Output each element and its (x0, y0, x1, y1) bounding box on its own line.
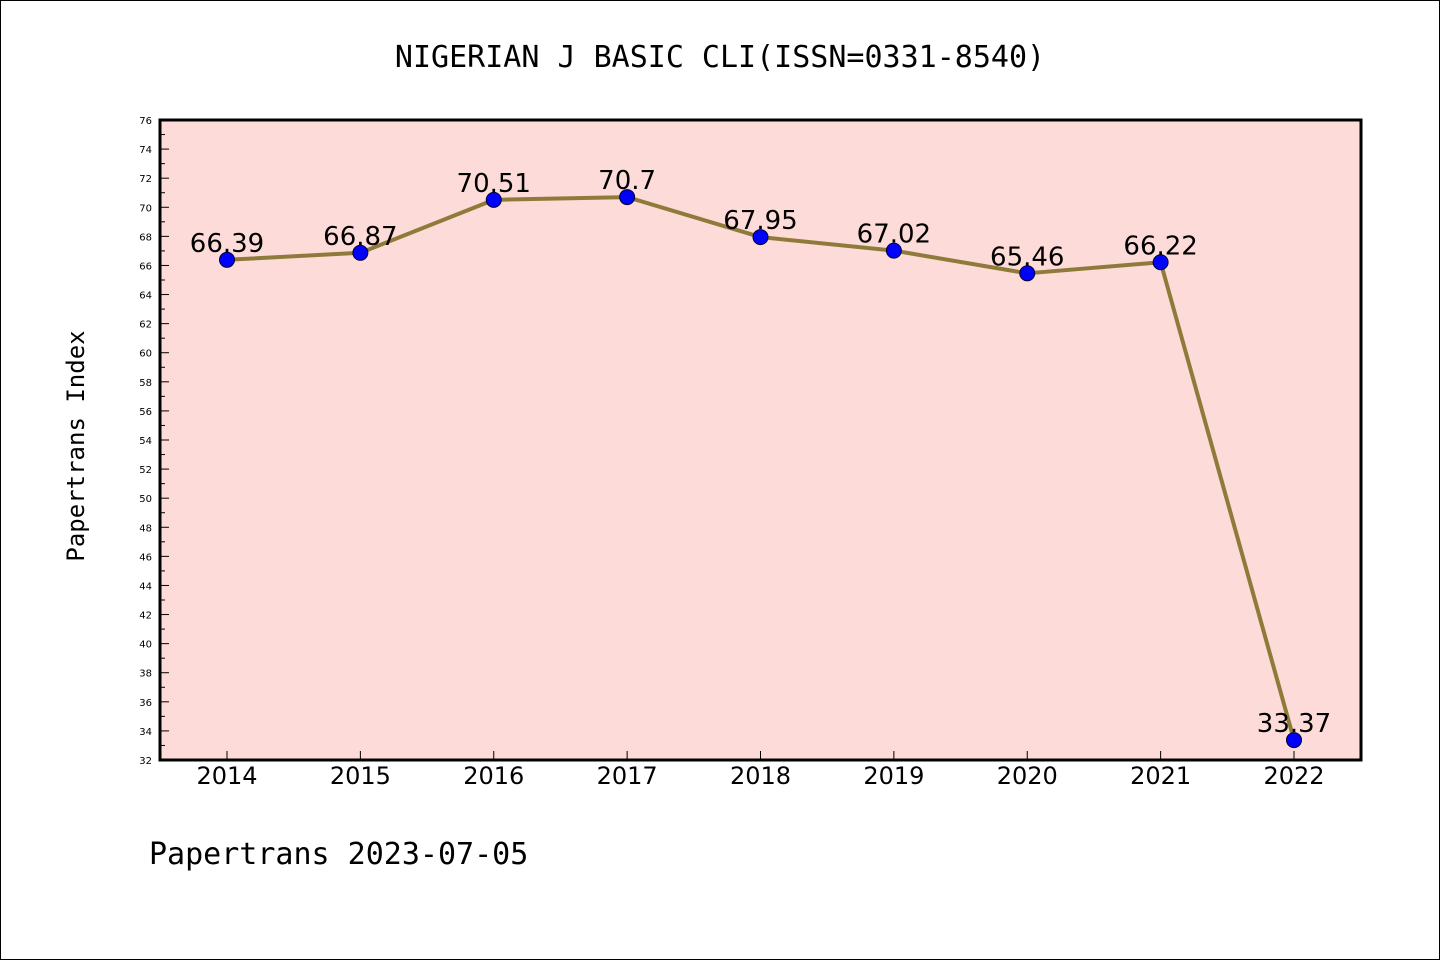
data-point (219, 251, 235, 268)
data-label: 66.22 (1123, 231, 1197, 261)
plot-area (160, 120, 1361, 760)
y-tick-label: 36 (139, 698, 152, 709)
x-tick-label: 2017 (597, 762, 658, 790)
y-tick-label: 38 (139, 669, 152, 680)
y-tick-label: 32 (139, 756, 152, 767)
y-tick-label: 60 (139, 349, 152, 360)
series-group: 66.39 66.87 70.51 70.7 67.95 67.02 65.46 66.22 3… (190, 166, 1331, 749)
data-point (1152, 254, 1169, 271)
y-tick-label: 50 (139, 494, 152, 505)
x-tick-label: 2016 (463, 762, 524, 790)
y-tick-label: 72 (139, 174, 152, 185)
data-label: 70.51 (457, 169, 531, 199)
y-tick-label: 74 (139, 145, 152, 156)
y-tick-label: 70 (139, 203, 152, 214)
data-label: 67.95 (723, 206, 797, 236)
footer-text: Papertrans 2023-07-05 (149, 837, 528, 872)
data-point (619, 189, 636, 206)
y-axis-label: Papertrans Index (62, 330, 90, 561)
y-tick-label: 42 (139, 611, 152, 622)
y-tick-label: 46 (139, 552, 152, 563)
x-tick-label: 2020 (997, 762, 1058, 790)
data-point (885, 242, 902, 259)
y-tick-label: 44 (139, 581, 152, 592)
y-tick-label: 68 (139, 232, 152, 243)
y-tick-label: 76 (139, 116, 152, 127)
data-label: 70.7 (598, 166, 656, 196)
x-tick-label: 2019 (863, 762, 924, 790)
y-tick-label: 52 (139, 465, 152, 476)
data-label: 33.37 (1257, 709, 1331, 739)
x-tick-label: 2018 (730, 762, 791, 790)
x-tick-label: 2022 (1263, 762, 1324, 790)
data-label: 65.46 (990, 242, 1064, 272)
x-axis: 2014 2015 2016 2017 2018 2019 2020 2021 2022 (196, 751, 1325, 790)
y-tick-label: 66 (139, 261, 152, 272)
x-tick-label: 2015 (330, 762, 391, 790)
data-label: 66.87 (323, 222, 397, 252)
y-tick-label: 40 (139, 640, 152, 651)
y-tick-label: 56 (139, 407, 152, 418)
x-tick-label: 2021 (1130, 762, 1191, 790)
data-point (352, 244, 369, 261)
data-label: 67.02 (857, 220, 931, 250)
y-tick-label: 54 (139, 436, 152, 447)
y-tick-label: 64 (139, 291, 152, 302)
plot-frame (158, 118, 1363, 762)
y-tick-label: 58 (139, 378, 152, 389)
y-tick-label: 48 (139, 523, 152, 534)
y-tick-label: 62 (139, 320, 152, 331)
data-point (752, 229, 769, 246)
data-point (1019, 265, 1036, 282)
x-tick-label: 2014 (196, 762, 257, 790)
data-point (1286, 732, 1302, 749)
data-label: 66.39 (190, 229, 264, 259)
data-point (485, 191, 502, 208)
y-tick-label: 34 (139, 727, 152, 738)
chart-title: NIGERIAN J BASIC CLI(ISSN=0331-8540) (395, 40, 1045, 75)
